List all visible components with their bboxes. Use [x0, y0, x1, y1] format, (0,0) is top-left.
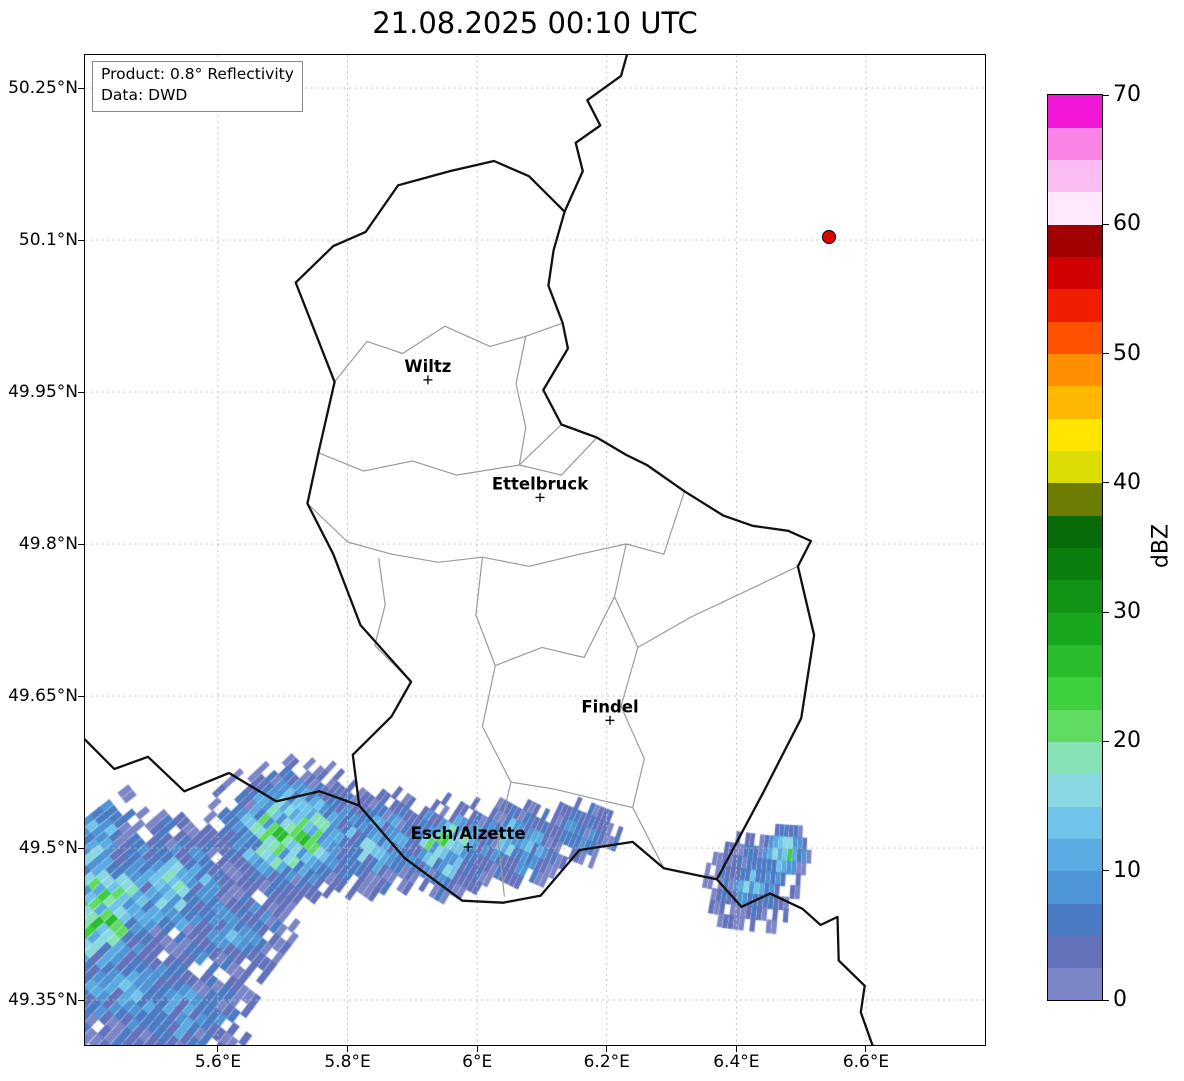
colorbar-tick-mark	[1103, 223, 1109, 225]
colorbar-tick-mark	[1103, 870, 1109, 872]
country-border-path	[715, 878, 874, 1045]
colorbar-segment	[1048, 741, 1102, 775]
district-border-path	[374, 558, 412, 683]
lon-tick-label: 5.6°E	[194, 1052, 242, 1072]
lon-tick-label: 6°E	[462, 1052, 493, 1072]
colorbar-tick-mark	[1103, 353, 1109, 355]
radar-site-dot	[822, 229, 837, 244]
lat-tick-mark	[78, 999, 84, 1001]
colorbar-segment	[1048, 773, 1102, 807]
colorbar-segment	[1048, 903, 1102, 936]
colorbar-tick-label: 40	[1113, 469, 1141, 495]
colorbar-segment	[1048, 385, 1102, 419]
colorbar-tick-label: 70	[1113, 82, 1141, 107]
city-label: Esch/Alzette	[411, 824, 526, 843]
map-overlay-svg: Wiltz Ettelbruck Findel Esch/Alzette	[85, 55, 985, 1045]
colorbar-segment	[1048, 579, 1102, 613]
colorbar-tick-label: 10	[1113, 857, 1141, 883]
lat-tick-label: 49.95°N	[8, 382, 78, 403]
colorbar-tick-label: 20	[1113, 728, 1141, 754]
colorbar-segment	[1048, 967, 1102, 1001]
district-border-path	[495, 596, 616, 667]
lat-tick-label: 50.25°N	[8, 78, 78, 99]
lat-tick-mark	[78, 847, 84, 849]
district-border-path	[475, 557, 512, 897]
colorbar-tick-label: 30	[1113, 599, 1141, 625]
country-border-path	[294, 159, 816, 904]
lat-tick-mark	[78, 87, 84, 89]
district-border-path	[510, 781, 633, 809]
district-border-path	[519, 437, 598, 476]
lat-tick-label: 49.5°N	[18, 838, 78, 858]
colorbar-tick-mark	[1103, 482, 1109, 484]
colorbar-segment	[1048, 159, 1102, 193]
country-border-path	[85, 738, 361, 807]
figure-title: 21.08.2025 00:10 UTC	[372, 6, 698, 40]
lon-tick-label: 6.6°E	[842, 1052, 890, 1072]
lon-tick-mark	[476, 1046, 478, 1052]
lat-tick-mark	[78, 391, 84, 393]
colorbar-segment	[1048, 838, 1102, 872]
data-source-line: Data: DWD	[101, 86, 188, 105]
radar-echo-layer	[85, 55, 985, 1045]
lon-tick-mark	[347, 1046, 349, 1052]
lat-tick-mark	[78, 695, 84, 697]
colorbar-tick-label: 0	[1113, 987, 1127, 1012]
district-border-path	[306, 491, 686, 567]
colorbar-segment	[1048, 321, 1102, 355]
colorbar-tick-mark	[1103, 740, 1109, 742]
colorbar-segment	[1048, 870, 1102, 904]
colorbar-tick-label: 60	[1113, 211, 1141, 237]
colorbar-segment	[1048, 644, 1102, 678]
colorbar-axis-label: dBZ	[1148, 523, 1174, 569]
lon-tick-label: 6.2°E	[583, 1052, 630, 1072]
colorbar-segment	[1048, 612, 1102, 645]
colorbar-segment	[1048, 709, 1102, 742]
colorbar-tick-mark	[1103, 999, 1109, 1001]
city-label: Ettelbruck	[492, 474, 589, 493]
lon-tick-mark	[865, 1046, 867, 1052]
map-plot: Wiltz Ettelbruck Findel Esch/Alzette Produc…	[84, 54, 986, 1046]
lat-tick-label: 49.35°N	[8, 990, 78, 1010]
lat-tick-label: 49.65°N	[8, 686, 78, 707]
colorbar-segment	[1048, 450, 1102, 484]
product-line: Product: 0.8° Reflectivity	[101, 65, 294, 83]
colorbar-segment	[1048, 127, 1102, 161]
colorbar-tick-label: 50	[1113, 340, 1141, 366]
district-border-path	[318, 424, 562, 476]
colorbar-segment	[1048, 806, 1102, 839]
colorbar-tick-mark	[1103, 94, 1109, 96]
lon-tick-label: 5.8°E	[324, 1052, 371, 1072]
colorbar-segment	[1048, 224, 1102, 258]
lat-tick-label: 50.1°N	[18, 230, 78, 251]
product-info-box: Product: 0.8° Reflectivity Data: DWD	[92, 61, 303, 112]
lon-tick-mark	[217, 1046, 219, 1052]
district-border-path	[515, 336, 527, 466]
colorbar-segment	[1048, 191, 1102, 225]
country-border-path	[563, 55, 629, 213]
colorbar-segment	[1048, 256, 1102, 290]
colorbar-tick-mark	[1103, 611, 1109, 613]
colorbar-segment	[1048, 95, 1102, 128]
district-border-path	[637, 565, 799, 648]
lon-tick-mark	[606, 1046, 608, 1052]
colorbar-segment	[1048, 288, 1102, 322]
lon-tick-mark	[735, 1046, 737, 1052]
colorbar-segment	[1048, 418, 1102, 452]
lat-tick-mark	[78, 239, 84, 241]
colorbar-segment	[1048, 935, 1102, 969]
city-label: Wiltz	[404, 357, 451, 376]
lon-tick-label: 6.4°E	[713, 1052, 760, 1072]
colorbar-segment	[1048, 482, 1102, 516]
city-label: Findel	[581, 697, 638, 716]
colorbar-segment	[1048, 676, 1102, 710]
colorbar	[1047, 94, 1103, 1001]
lat-tick-mark	[78, 543, 84, 545]
colorbar-segment	[1048, 353, 1102, 387]
lat-tick-label: 49.8°N	[18, 534, 78, 555]
colorbar-segment	[1048, 515, 1102, 548]
colorbar-segment	[1048, 547, 1102, 581]
